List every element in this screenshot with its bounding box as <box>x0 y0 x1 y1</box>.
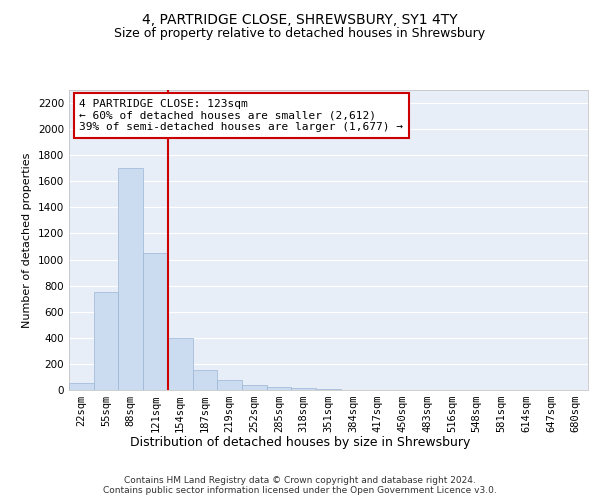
Bar <box>193 370 217 390</box>
Text: 4 PARTRIDGE CLOSE: 123sqm
← 60% of detached houses are smaller (2,612)
39% of se: 4 PARTRIDGE CLOSE: 123sqm ← 60% of detac… <box>79 99 403 132</box>
Y-axis label: Number of detached properties: Number of detached properties <box>22 152 32 328</box>
Bar <box>242 386 267 390</box>
Bar <box>69 384 94 390</box>
Text: Distribution of detached houses by size in Shrewsbury: Distribution of detached houses by size … <box>130 436 470 449</box>
Bar <box>217 380 242 390</box>
Bar <box>143 253 168 390</box>
Text: 4, PARTRIDGE CLOSE, SHREWSBURY, SY1 4TY: 4, PARTRIDGE CLOSE, SHREWSBURY, SY1 4TY <box>142 12 458 26</box>
Bar <box>94 292 118 390</box>
Text: Contains HM Land Registry data © Crown copyright and database right 2024.
Contai: Contains HM Land Registry data © Crown c… <box>103 476 497 495</box>
Bar <box>118 168 143 390</box>
Bar <box>267 386 292 390</box>
Text: Size of property relative to detached houses in Shrewsbury: Size of property relative to detached ho… <box>115 28 485 40</box>
Bar <box>292 388 316 390</box>
Bar <box>168 338 193 390</box>
